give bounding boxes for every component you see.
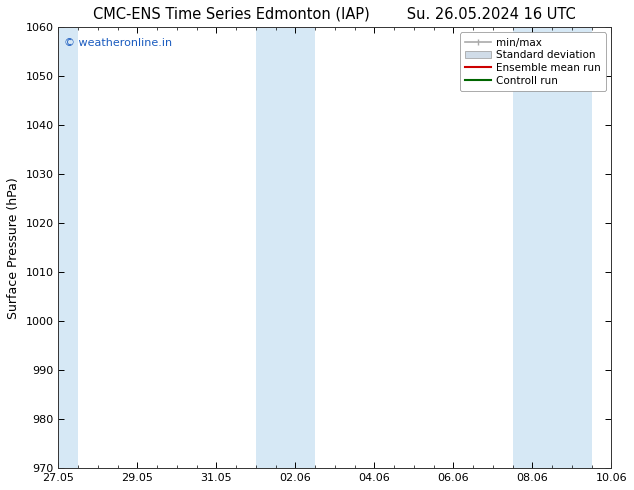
Bar xyxy=(512,27,592,468)
Legend: min/max, Standard deviation, Ensemble mean run, Controll run: min/max, Standard deviation, Ensemble me… xyxy=(460,32,606,91)
Y-axis label: Surface Pressure (hPa): Surface Pressure (hPa) xyxy=(7,177,20,318)
Text: © weatheronline.in: © weatheronline.in xyxy=(64,38,172,49)
Bar xyxy=(58,27,78,468)
Bar xyxy=(256,27,315,468)
Title: CMC-ENS Time Series Edmonton (IAP)        Su. 26.05.2024 16 UTC: CMC-ENS Time Series Edmonton (IAP) Su. 2… xyxy=(93,7,576,22)
